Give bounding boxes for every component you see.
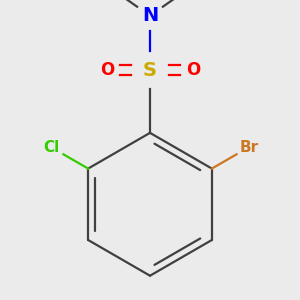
Text: O: O	[186, 61, 200, 79]
Text: Br: Br	[239, 140, 259, 154]
Text: O: O	[100, 61, 114, 79]
Text: S: S	[143, 61, 157, 80]
Text: Cl: Cl	[43, 140, 59, 154]
Text: N: N	[142, 6, 158, 25]
